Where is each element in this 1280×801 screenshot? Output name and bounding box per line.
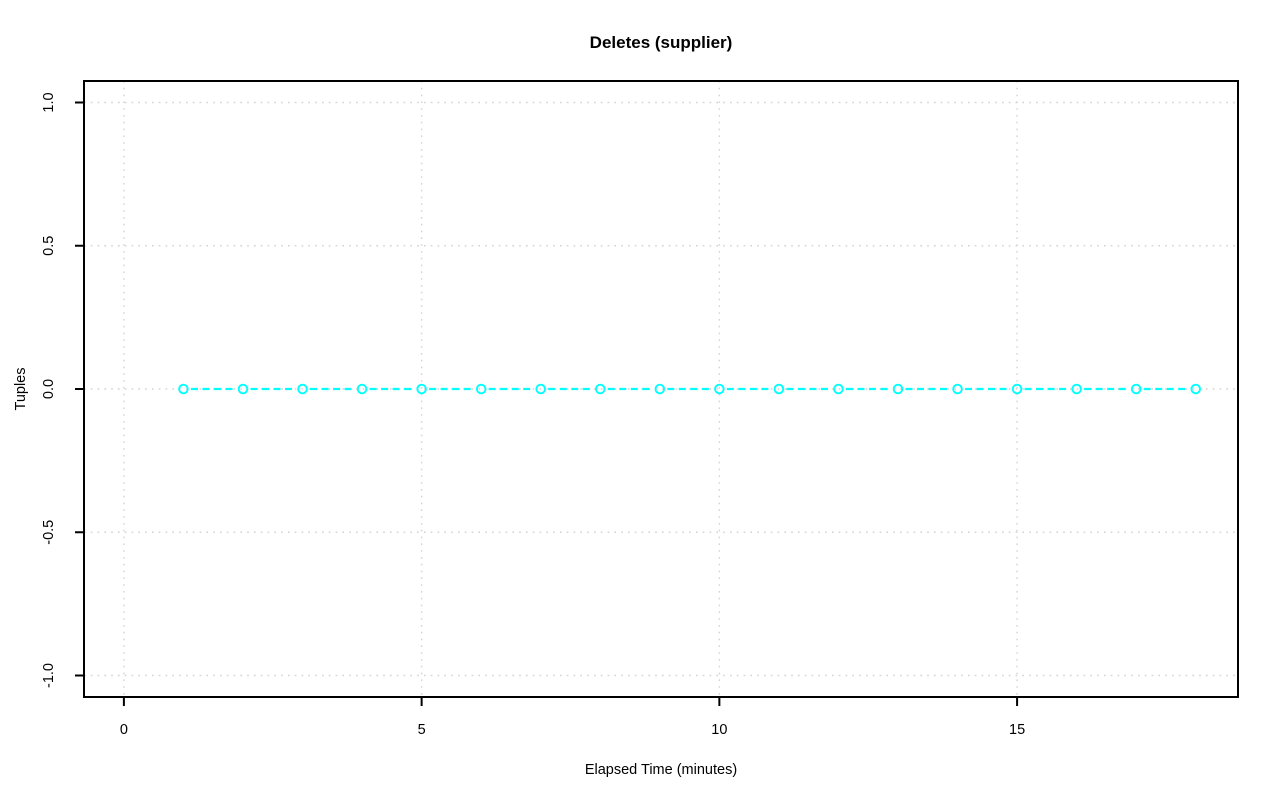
data-point [1011, 383, 1023, 395]
data-point [892, 383, 904, 395]
data-point [297, 383, 308, 395]
data-point [237, 383, 249, 395]
x-tick-label: 5 [418, 722, 426, 738]
data-point [1190, 383, 1201, 395]
data-point [475, 383, 487, 395]
data-point [952, 383, 963, 395]
x-tick-label: 15 [1009, 722, 1025, 738]
y-tick-label: 0.5 [41, 236, 57, 256]
plot-border [83, 80, 1239, 698]
y-tick-label: 1.0 [41, 92, 57, 112]
data-point [1071, 383, 1082, 395]
x-tick-label: 0 [120, 722, 128, 738]
data-point [833, 383, 844, 395]
data-point [773, 383, 785, 395]
chart-title: Deletes (supplier) [589, 33, 733, 52]
y-tick-label: 0.0 [41, 379, 57, 399]
x-tick-label: 10 [711, 722, 727, 738]
data-point [356, 383, 368, 395]
data-point [595, 383, 606, 395]
data-point [416, 383, 427, 395]
data-point [535, 383, 546, 395]
data-point [1130, 383, 1142, 395]
data-point [654, 383, 666, 395]
y-tick-label: -1.0 [41, 663, 57, 688]
y-tick-label: -0.5 [41, 520, 57, 545]
data-point [178, 383, 189, 395]
data-point [714, 383, 725, 395]
x-axis-title: Elapsed Time (minutes) [584, 762, 738, 778]
